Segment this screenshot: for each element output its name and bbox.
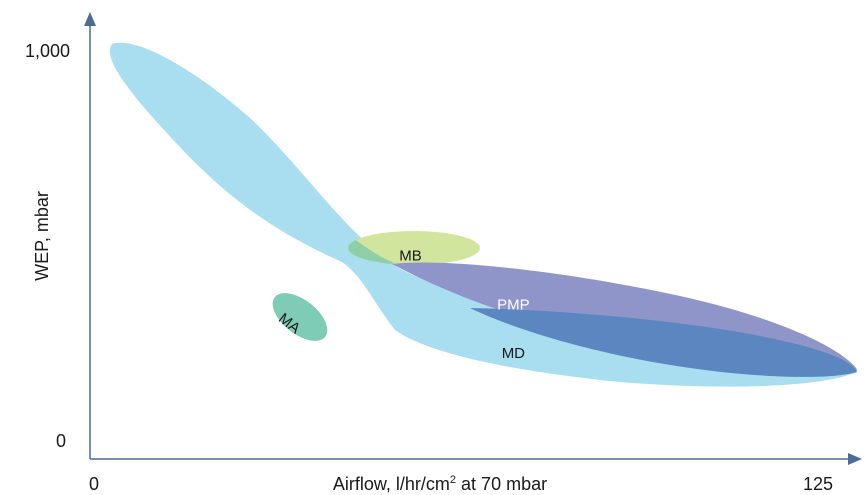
y-axis-arrow <box>84 12 96 26</box>
region-label-mb: MB <box>399 248 422 265</box>
region-md <box>470 308 857 377</box>
x-axis-arrow <box>848 453 862 465</box>
y-tick-label-0: 0 <box>56 431 66 451</box>
x-axis-label-sup: 2 <box>450 474 456 486</box>
region-mb <box>348 231 480 265</box>
region-ma <box>272 293 328 341</box>
region-label-pmp: PMP <box>497 297 530 314</box>
region-label-md: MD <box>502 345 525 362</box>
x-tick-label-125: 125 <box>803 474 833 494</box>
x-tick-label-0: 0 <box>89 474 99 494</box>
y-axis-label: WEP, mbar <box>32 191 52 281</box>
y-tick-label-1000: 1,000 <box>25 41 70 61</box>
x-axis-label: Airflow, l/hr/cm2 at 70 mbar <box>333 474 547 494</box>
